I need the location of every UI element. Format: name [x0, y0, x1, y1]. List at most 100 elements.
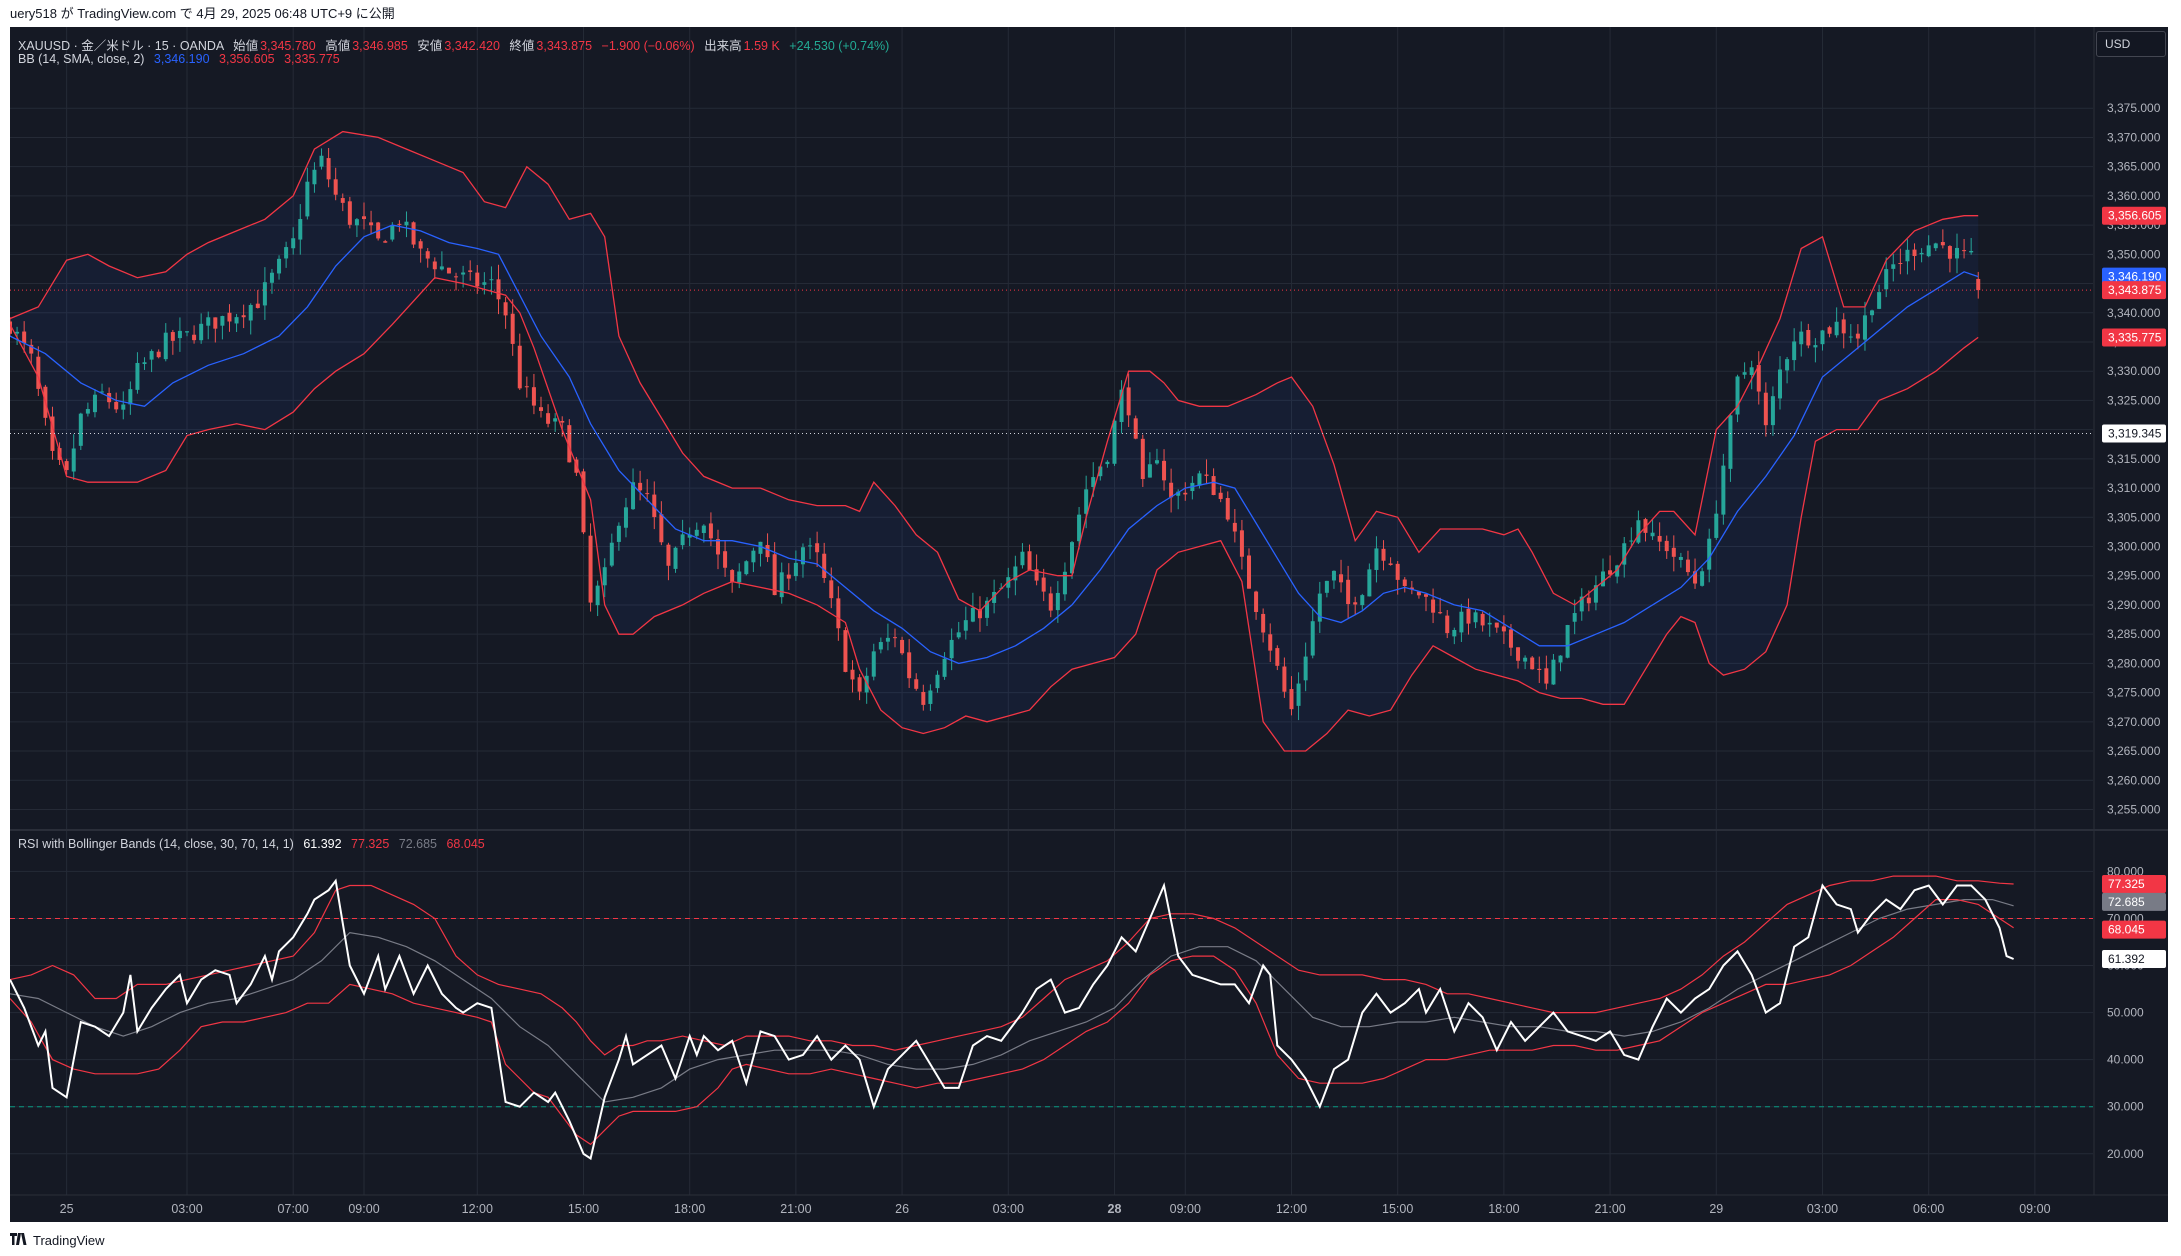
candle-body — [312, 169, 317, 185]
candle-body — [503, 302, 508, 316]
rsi-tick-label: 30.000 — [2107, 1100, 2144, 1114]
candle-body — [199, 323, 204, 341]
rsi-tick-label: 80.000 — [2107, 864, 2144, 878]
rsi-badge-text: 72.685 — [2108, 895, 2145, 909]
candle-body — [369, 222, 374, 226]
price-tick-label: 3,290.000 — [2107, 598, 2161, 612]
rsi-name[interactable]: RSI with Bollinger Bands (14, close, 30,… — [18, 837, 294, 851]
candle-body — [1275, 648, 1280, 666]
candle-body — [1685, 559, 1690, 573]
candle-body — [1388, 563, 1393, 566]
candle-body — [701, 525, 706, 534]
bb-lower-value: 3,335.775 — [284, 52, 340, 66]
candle-body — [1480, 613, 1485, 626]
candle-body — [156, 351, 161, 358]
candle-body — [1636, 520, 1641, 543]
candle-body — [765, 545, 770, 558]
candle-body — [15, 331, 20, 334]
price-axis: 3,255.000 3,260.000 3,265.000 3,270.000 3,27… — [2107, 101, 2161, 1161]
candle-body — [1133, 418, 1138, 439]
candle-body — [71, 448, 76, 472]
candle-body — [354, 219, 359, 226]
currency-button[interactable]: USD — [2096, 31, 2166, 57]
candle-body — [772, 554, 777, 596]
candle-body — [638, 482, 643, 491]
candle-body — [1763, 392, 1768, 426]
candle-body — [822, 553, 827, 578]
candle-body — [142, 362, 147, 365]
candle-body — [808, 545, 813, 547]
candle-body — [878, 642, 883, 650]
rsi-legend[interactable]: RSI with Bollinger Bands (14, close, 30,… — [18, 837, 485, 851]
candle-body — [1048, 593, 1053, 611]
symbol-name[interactable]: XAUUSD · 金／米ドル · 15 · OANDA — [18, 39, 224, 53]
candle-body — [588, 535, 593, 603]
candle-body — [1296, 683, 1301, 706]
time-tick-label: 07:00 — [278, 1202, 309, 1216]
candle-body — [1501, 626, 1506, 632]
candle-body — [255, 303, 260, 308]
candle-body — [1778, 369, 1782, 399]
price-badge-bg — [2102, 281, 2166, 300]
candle-body — [425, 251, 430, 259]
candle-body — [298, 219, 303, 240]
candle-body — [850, 669, 855, 680]
candle-body — [29, 344, 34, 354]
time-tick-label: 15:00 — [568, 1202, 599, 1216]
bb-upper-value: 3,356.605 — [219, 52, 275, 66]
time-tick-label: 12:00 — [462, 1202, 493, 1216]
candle-body — [1445, 615, 1450, 634]
candle-body — [1593, 585, 1598, 603]
bb-lower-line — [10, 276, 1979, 752]
candle-body — [1126, 387, 1131, 416]
candle-body — [1197, 473, 1202, 486]
bb-upper-line — [10, 130, 1979, 612]
price-badge: 3,346.190 — [2102, 267, 2166, 286]
candle-body — [227, 312, 232, 322]
bb-name[interactable]: BB (14, SMA, close, 2) — [18, 52, 145, 66]
price-tick-label: 3,375.000 — [2107, 101, 2161, 115]
price-badge-text: 3,356.605 — [2108, 209, 2162, 223]
time-tick-label: 15:00 — [1382, 1202, 1413, 1216]
bb-basis-value: 3,346.190 — [153, 52, 210, 66]
candle-body — [857, 677, 862, 692]
candle-body — [262, 282, 267, 306]
candle-body — [1721, 465, 1726, 515]
candle-body — [1098, 466, 1103, 477]
chart-canvas[interactable]: 3,255.000 3,260.000 3,265.000 3,270.000 3,27… — [10, 27, 2168, 1222]
candle-body — [900, 639, 905, 654]
candle-body — [1841, 319, 1846, 334]
chart-area[interactable]: 3,255.000 3,260.000 3,265.000 3,270.000 3,27… — [10, 27, 2168, 1222]
time-tick-label: 18:00 — [674, 1202, 705, 1216]
candle-body — [680, 534, 685, 546]
candle-body — [1218, 492, 1223, 499]
candle-body — [1027, 551, 1032, 571]
candle-body — [1643, 519, 1648, 533]
candle-body — [92, 394, 97, 413]
footer-bar — [0, 1222, 2181, 1256]
candle-body — [1402, 579, 1407, 587]
candle-body — [524, 386, 529, 388]
candle-body — [1558, 655, 1563, 663]
candle-body — [1261, 613, 1266, 633]
candle-body — [1346, 579, 1351, 605]
bb-legend[interactable]: BB (14, SMA, close, 2) 3,346.190 3,356.6… — [18, 52, 340, 66]
candle-body — [800, 547, 805, 565]
main-legend[interactable]: XAUUSD · 金／米ドル · 15 · OANDA 始値 3,345.780 … — [18, 35, 889, 54]
candle-body — [1119, 389, 1124, 423]
candle-body — [914, 679, 919, 689]
time-tick-label: 18:00 — [1488, 1202, 1519, 1216]
grid-lines — [10, 27, 2093, 1195]
rsi-badge: 61.392 — [2102, 949, 2166, 968]
candle-body — [1516, 647, 1521, 661]
tradingview-logo[interactable]: TradingView — [10, 1232, 105, 1248]
price-tick-label: 3,280.000 — [2107, 656, 2161, 670]
candle-body — [546, 413, 551, 424]
candle-body — [1678, 556, 1683, 560]
candle-body — [1601, 571, 1605, 587]
rsi-lower-value: 68.045 — [446, 837, 485, 851]
candle-body — [1438, 612, 1443, 614]
candle-body — [1742, 372, 1747, 375]
price-tick-label: 3,300.000 — [2107, 540, 2161, 554]
price-badge-text: 3,335.775 — [2108, 330, 2162, 344]
